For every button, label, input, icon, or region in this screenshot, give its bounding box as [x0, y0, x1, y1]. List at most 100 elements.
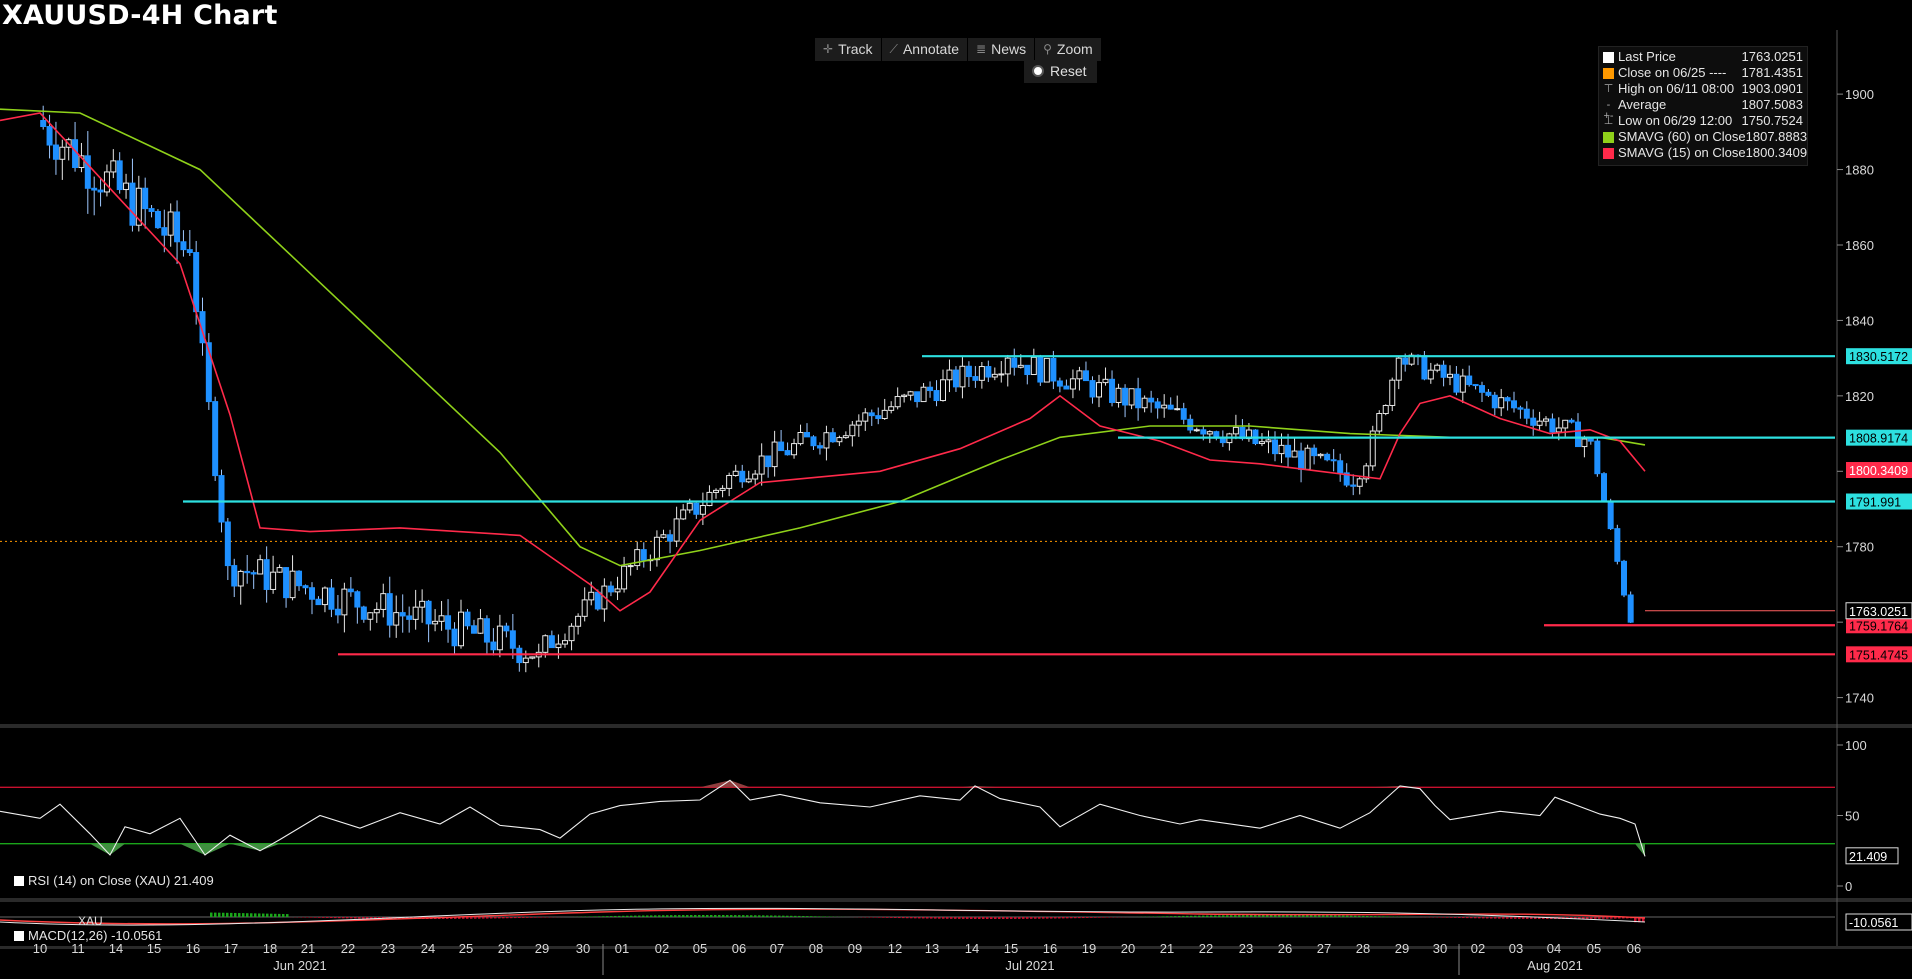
- x-tick-label: 28: [1356, 941, 1370, 956]
- candle-body: [862, 412, 869, 422]
- candle-body: [1421, 355, 1428, 380]
- macd-bar: [1206, 915, 1209, 917]
- macd-bar: [938, 917, 941, 919]
- candle-body: [1272, 439, 1278, 455]
- candle-body: [464, 611, 471, 627]
- sma15-label-box: [1846, 462, 1912, 479]
- candle-body: [1148, 397, 1155, 403]
- track-button[interactable]: ✛ Track: [815, 38, 882, 61]
- macd-bar: [1538, 917, 1541, 919]
- candle-body: [180, 241, 187, 251]
- macd-bar: [1194, 915, 1197, 917]
- candle-body: [315, 598, 322, 606]
- macd-bar: [1018, 917, 1021, 919]
- reset-button[interactable]: Reset: [1024, 60, 1097, 83]
- macd-bar: [470, 917, 473, 919]
- candle-body: [302, 585, 309, 589]
- legend-value: 1763.0251: [1741, 49, 1803, 64]
- macd-bar: [1062, 917, 1065, 919]
- candle-body: [1265, 439, 1272, 443]
- candle-body: [529, 656, 536, 659]
- news-icon: ≣: [976, 42, 987, 56]
- macd-bar: [922, 917, 925, 919]
- candle-body: [354, 591, 361, 608]
- legend-row-sma60[interactable]: SMAVG (60) on Close 1807.8883: [1603, 129, 1807, 145]
- candle-body: [548, 635, 555, 649]
- legend-row-low[interactable]: ⊥ Low on 06/29 12:00 1750.7524: [1603, 113, 1803, 129]
- candle-body: [959, 365, 966, 388]
- macd-bar: [958, 917, 961, 919]
- macd-bar: [966, 917, 969, 919]
- x-tick-label: 12: [888, 941, 902, 956]
- macd-bar: [1094, 917, 1097, 918]
- candle-body: [804, 432, 810, 438]
- candles-group: [40, 105, 1634, 673]
- macd-bar: [682, 915, 685, 917]
- macd-bar: [1338, 915, 1341, 917]
- macd-bar: [714, 915, 717, 917]
- macd-bar: [494, 917, 497, 919]
- candle-body: [1491, 394, 1498, 409]
- candle-body: [1543, 418, 1549, 422]
- rsi-tick-label: 50: [1845, 809, 1859, 824]
- zoom-label: Zoom: [1056, 41, 1093, 57]
- macd-bar: [318, 917, 321, 918]
- macd-bar: [242, 913, 245, 917]
- legend-row-high[interactable]: ⊤ High on 06/11 08:00 1903.0901: [1603, 81, 1803, 97]
- annotate-button[interactable]: ⟋ Annotate: [881, 38, 969, 61]
- candle-body: [810, 436, 817, 447]
- macd-bar: [638, 915, 641, 917]
- macd-bar: [1382, 916, 1385, 917]
- macd-bar: [1178, 916, 1181, 917]
- candle-body: [386, 593, 393, 626]
- x-tick-label: 26: [1278, 941, 1292, 956]
- macd-bar: [1042, 917, 1045, 919]
- candle-body: [1161, 404, 1168, 409]
- candle-body: [1627, 594, 1634, 623]
- macd-bar: [214, 912, 217, 917]
- zoom-button[interactable]: ⚲ Zoom: [1035, 38, 1102, 61]
- candle-body: [842, 435, 849, 439]
- x-tick-label: 30: [576, 941, 590, 956]
- legend-value: 1781.4351: [1741, 65, 1803, 80]
- macd-bar: [998, 917, 1001, 919]
- macd-bar: [942, 917, 945, 919]
- macd-bar: [1238, 915, 1241, 917]
- macd-bar: [914, 917, 917, 919]
- legend-value: 1807.5083: [1741, 97, 1803, 112]
- candle-body: [237, 570, 244, 587]
- candle-body: [373, 608, 380, 614]
- candle-body: [952, 369, 959, 388]
- macd-bar: [490, 917, 493, 919]
- macd-bar: [1442, 917, 1445, 918]
- legend-row-average[interactable]: -+- Average 1807.5083: [1603, 97, 1803, 121]
- candle-body: [1011, 357, 1018, 368]
- legend-row-close[interactable]: Close on 06/25 ---- 1781.4351: [1603, 65, 1803, 81]
- x-tick-label: 05: [693, 941, 707, 956]
- rsi-oversold-fill: [205, 843, 230, 855]
- legend-row-sma15[interactable]: SMAVG (15) on Close 1800.3409: [1603, 145, 1807, 161]
- macd-bar: [366, 917, 369, 919]
- macd-bar: [790, 915, 793, 917]
- candle-body: [419, 600, 426, 608]
- macd-bar: [1366, 915, 1369, 917]
- x-tick-label: 14: [965, 941, 979, 956]
- macd-bar: [1482, 917, 1485, 919]
- macd-bar: [1438, 917, 1441, 918]
- x-tick-label: 21: [1160, 941, 1174, 956]
- macd-bar: [590, 916, 593, 917]
- candle-body: [693, 502, 700, 515]
- candle-body: [174, 211, 181, 243]
- macd-bar: [946, 917, 949, 919]
- candle-body: [972, 376, 979, 381]
- candle-body: [581, 599, 588, 617]
- x-tick-label: 29: [535, 941, 549, 956]
- candle-body: [289, 570, 296, 599]
- legend-row-last-price[interactable]: Last Price 1763.0251: [1603, 49, 1803, 65]
- candle-body: [758, 455, 765, 475]
- x-tick-label: 23: [1239, 941, 1253, 956]
- news-button[interactable]: ≣ News: [968, 38, 1036, 61]
- macd-bar: [1278, 915, 1281, 917]
- candle-body: [627, 565, 634, 568]
